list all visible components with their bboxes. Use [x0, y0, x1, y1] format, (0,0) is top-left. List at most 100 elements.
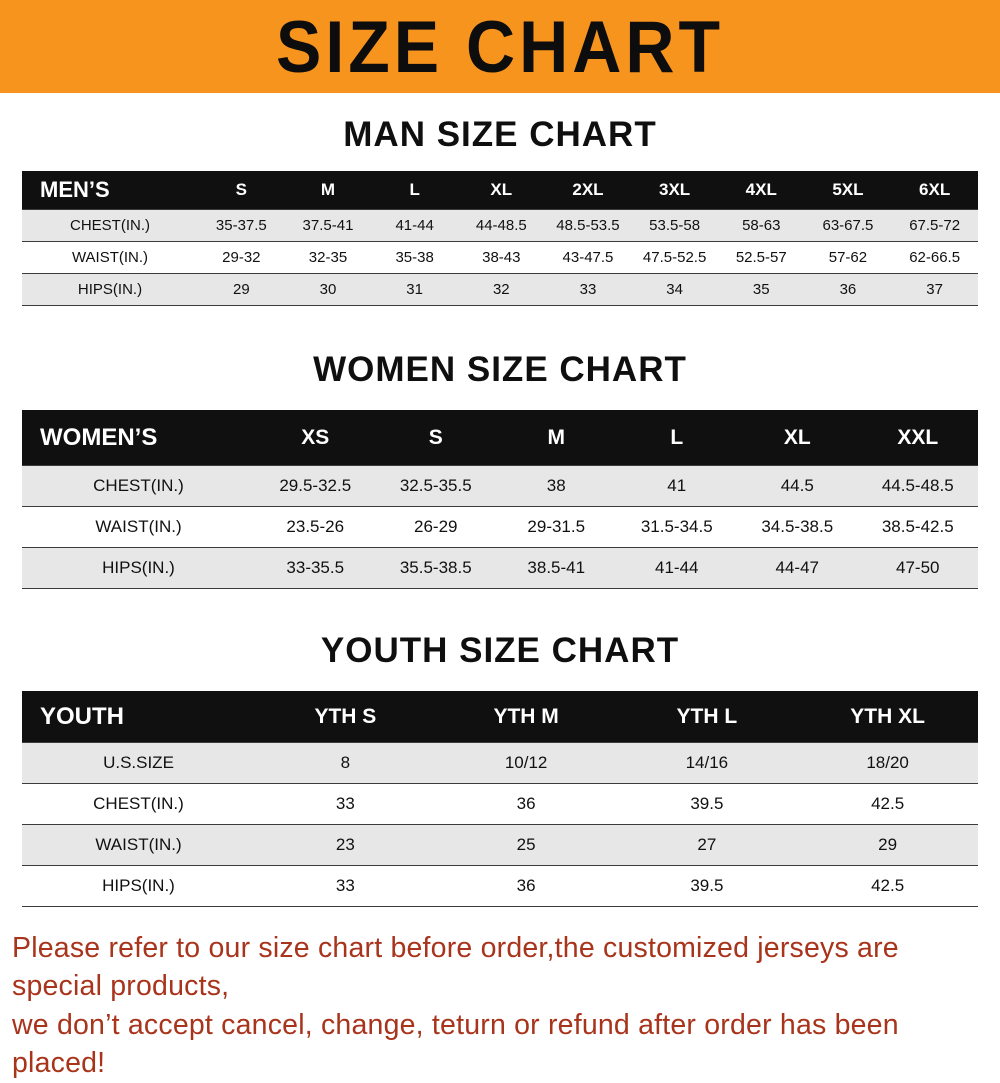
size-column-header: YTH S — [255, 691, 436, 743]
size-value-cell: 29-31.5 — [527, 517, 586, 536]
size-value-cell: 44.5 — [780, 476, 814, 495]
size-value-cell: 41-44 — [655, 558, 699, 577]
size-value-cell: 31.5-34.5 — [640, 517, 713, 536]
size-value-cell: 32-35 — [308, 249, 348, 266]
size-value-cell: 35-38 — [395, 249, 434, 266]
size-column-header: 5XL — [804, 171, 892, 210]
size-column-header: S — [375, 410, 496, 466]
size-value-cell: 41 — [667, 476, 687, 495]
table-row: WAIST(IN.) 23 25 27 29 — [22, 824, 978, 866]
size-value-cell: 47.5-52.5 — [642, 249, 707, 266]
row-label: HIPS(IN.) — [102, 558, 175, 577]
size-column-header: S — [198, 171, 285, 210]
table-row: WAIST(IN.) 29-32 32-35 35-38 38-43 43-47.5 47.… — [22, 241, 978, 274]
size-column-header: XL — [737, 410, 858, 466]
size-value-cell: 37 — [926, 281, 943, 298]
row-label: WAIST(IN.) — [95, 835, 182, 854]
table-row: CHEST(IN.) 35-37.5 37.5-41 41-44 44-48.5 48.5… — [22, 209, 978, 242]
table-header-row: YOUTH YTH S YTH M YTH L YTH XL — [22, 691, 978, 743]
size-value-cell: 32.5-35.5 — [399, 476, 472, 495]
table-header-row: MEN’S S M L XL 2XL 3XL 4XL 5XL 6XL — [22, 171, 978, 210]
size-value-cell: 57-62 — [828, 249, 868, 266]
size-value-cell: 27 — [697, 835, 717, 854]
size-value-cell: 52.5-57 — [735, 249, 787, 266]
row-label: WAIST(IN.) — [95, 517, 182, 536]
size-value-cell: 62-66.5 — [909, 249, 961, 266]
size-value-cell: 10/12 — [504, 753, 548, 772]
banner-title: SIZE CHART — [276, 5, 724, 88]
size-value-cell: 32 — [492, 281, 510, 298]
size-column-header: YTH L — [616, 691, 798, 743]
size-value-cell: 29-32 — [222, 249, 261, 266]
size-value-cell: 23.5-26 — [286, 517, 345, 536]
women-size-table: WOMEN’S XS S M L XL XXL CHEST(IN.) 29.5-32.5 32.5… — [22, 410, 978, 589]
row-label: CHEST(IN.) — [70, 217, 150, 234]
size-value-cell: 33-35.5 — [286, 558, 345, 577]
table-row: HIPS(IN.) 33-35.5 35.5-38.5 38.5-41 41-44 44-… — [22, 547, 978, 589]
size-value-cell: 8 — [340, 753, 351, 772]
size-column-header: M — [496, 410, 617, 466]
size-value-cell: 58-63 — [742, 217, 781, 234]
youth-size-table: YOUTH YTH S YTH M YTH L YTH XL U.S.SIZE 8 10/12… — [22, 691, 978, 907]
row-label: CHEST(IN.) — [93, 476, 184, 495]
size-column-header: L — [371, 171, 458, 210]
order-notice-line1: Please refer to our size chart before or… — [12, 932, 899, 1003]
size-column-header: 3XL — [631, 171, 718, 210]
size-value-cell: 34 — [666, 281, 683, 298]
table-group-label: WOMEN’S — [22, 410, 255, 466]
size-value-cell: 14/16 — [685, 753, 729, 772]
size-column-header: XXL — [857, 410, 978, 466]
size-value-cell: 42.5 — [871, 876, 905, 895]
size-column-header: YTH XL — [797, 691, 978, 743]
size-value-cell: 29.5-32.5 — [279, 476, 352, 495]
size-value-cell: 38.5-42.5 — [881, 517, 954, 536]
size-value-cell: 35-37.5 — [215, 217, 267, 234]
table-row: WAIST(IN.) 23.5-26 26-29 29-31.5 31.5-34.5 34… — [22, 506, 978, 548]
table-group-label: MEN’S — [22, 171, 198, 210]
man-size-chart-heading: MAN SIZE CHART — [343, 115, 657, 154]
size-value-cell: 44-48.5 — [475, 217, 527, 234]
table-row: CHEST(IN.) 33 36 39.5 42.5 — [22, 783, 978, 825]
table-row: HIPS(IN.) 33 36 39.5 42.5 — [22, 865, 978, 907]
table-group-label: YOUTH — [22, 691, 255, 743]
size-column-header: XS — [255, 410, 376, 466]
size-value-cell: 29 — [232, 281, 250, 298]
size-value-cell: 33 — [335, 794, 355, 813]
size-value-cell: 35 — [752, 281, 770, 298]
women-size-chart-heading: WOMEN SIZE CHART — [313, 350, 687, 389]
size-value-cell: 41-44 — [395, 217, 434, 234]
order-notice-line2: we don’t accept cancel, change, teturn o… — [12, 1008, 899, 1080]
size-value-cell: 36 — [516, 794, 536, 813]
size-value-cell: 29 — [878, 835, 898, 854]
size-column-header: M — [284, 171, 372, 210]
size-value-cell: 33 — [335, 876, 355, 895]
size-column-header: L — [616, 410, 737, 466]
size-value-cell: 63-67.5 — [822, 217, 874, 234]
youth-size-chart-heading: YOUTH SIZE CHART — [320, 631, 680, 670]
size-value-cell: 30 — [319, 281, 337, 298]
size-value-cell: 48.5-53.5 — [556, 217, 620, 234]
size-value-cell: 43-47.5 — [562, 249, 614, 266]
size-value-cell: 44.5-48.5 — [881, 476, 954, 495]
size-value-cell: 36 — [839, 281, 857, 298]
size-column-header: 4XL — [717, 171, 805, 210]
size-value-cell: 34.5-38.5 — [761, 517, 834, 536]
row-label: CHEST(IN.) — [93, 794, 184, 813]
size-value-cell: 38 — [546, 476, 566, 495]
size-chart-banner: SIZE CHART — [0, 0, 1000, 93]
size-value-cell: 36 — [516, 876, 536, 895]
size-value-cell: 44-47 — [775, 558, 819, 577]
table-header-row: WOMEN’S XS S M L XL XXL — [22, 410, 978, 466]
size-value-cell: 47-50 — [896, 558, 940, 577]
size-value-cell: 53.5-58 — [649, 217, 701, 234]
size-value-cell: 39.5 — [690, 794, 724, 813]
size-value-cell: 25 — [516, 835, 536, 854]
size-value-cell: 31 — [406, 281, 423, 298]
size-value-cell: 23 — [335, 835, 355, 854]
size-value-cell: 38.5-41 — [527, 558, 586, 577]
size-value-cell: 42.5 — [871, 794, 905, 813]
row-label: HIPS(IN.) — [77, 281, 143, 298]
size-value-cell: 18/20 — [866, 753, 909, 772]
order-notice: Please refer to our size chart before or… — [0, 929, 1000, 1083]
size-column-header: XL — [457, 171, 545, 210]
